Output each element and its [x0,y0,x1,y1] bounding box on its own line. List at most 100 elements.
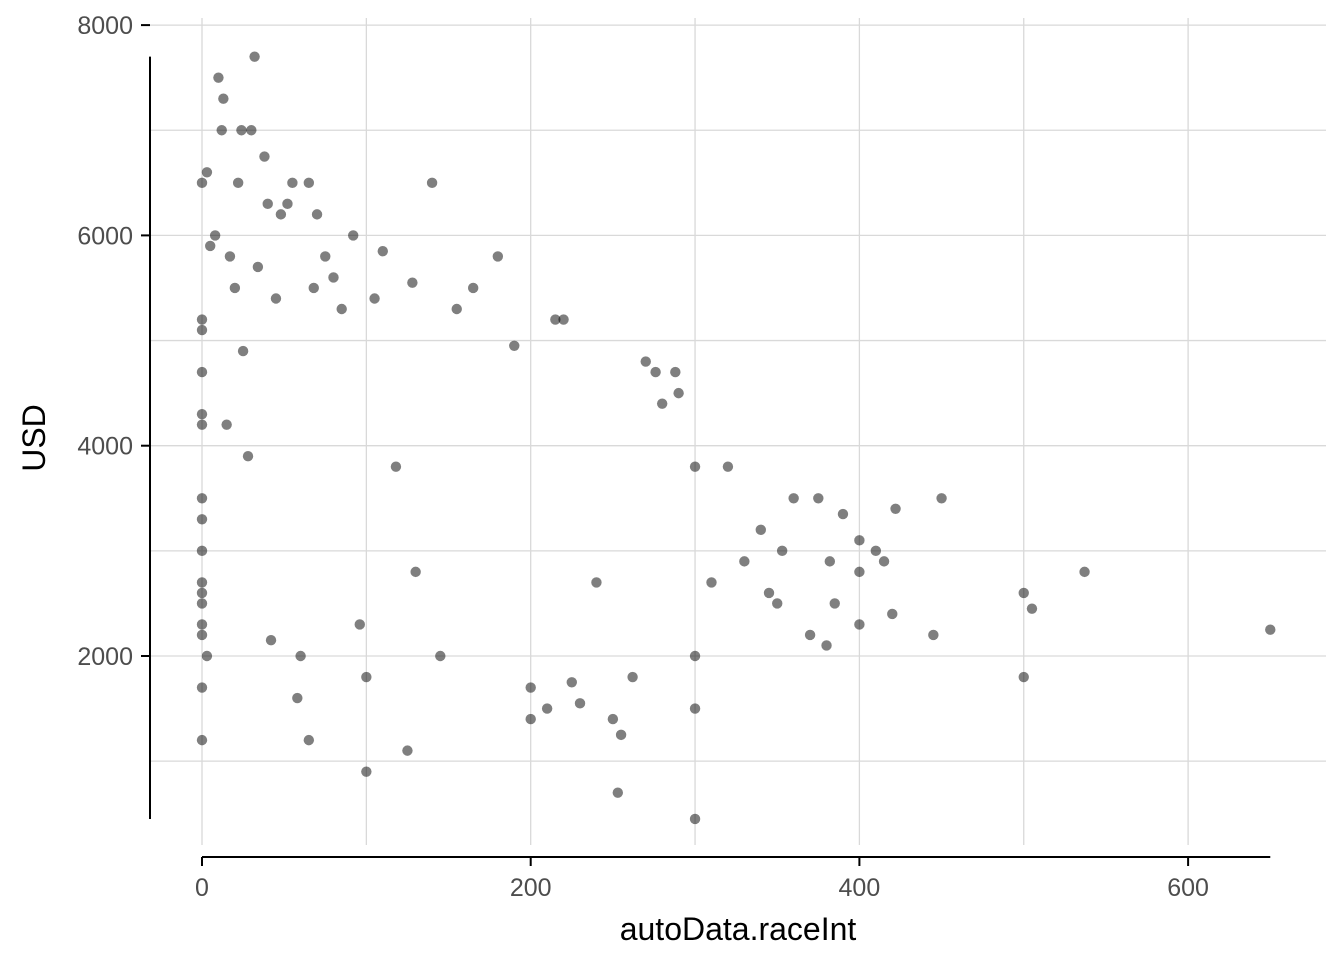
data-point [252,261,264,273]
data-point [201,650,213,662]
data-point [196,734,208,746]
data-point [640,356,651,367]
data-point [689,813,701,825]
data-point [1026,603,1038,614]
data-point [854,535,865,546]
data-point [763,587,775,599]
data-point [706,577,717,588]
data-point [878,556,890,567]
data-point [1018,587,1029,599]
data-point [402,745,413,756]
data-point [607,713,619,725]
data-point [246,125,257,136]
data-point [282,198,293,210]
data-point [1079,566,1090,578]
data-point [591,577,602,588]
data-point [259,151,270,162]
data-point [328,272,339,283]
data-point [196,314,208,325]
y-axis-title: USD [16,404,52,472]
data-point [295,650,306,662]
data-point [224,251,236,262]
data-point [236,125,247,136]
data-point [656,398,668,409]
data-point [292,692,303,704]
data-point [541,703,553,714]
data-point [196,598,208,609]
data-point [196,366,208,378]
data-point [854,619,865,630]
data-point [196,577,208,588]
data-point [303,177,315,189]
data-point [249,51,260,62]
data-point [262,198,273,210]
data-point [242,451,254,462]
data-point [824,556,836,567]
data-point [196,514,208,525]
data-point [196,619,208,630]
data-point [558,314,569,325]
data-point [216,125,227,136]
data-point [574,698,586,709]
data-point [237,345,249,357]
data-point [615,729,627,741]
data-point [196,545,208,557]
grid-layer [150,18,1326,845]
y-tick-label: 8000 [77,12,133,40]
data-point [829,598,840,609]
data-point [196,682,208,693]
data-point [196,324,208,336]
x-axis-title: autoData.raceInt [620,911,857,947]
data-point [870,545,882,557]
data-point [890,503,901,514]
data-point [837,508,849,520]
data-point [435,650,446,662]
data-point [209,230,221,241]
data-point [627,671,638,683]
points-layer [196,51,1276,825]
data-point [612,787,624,798]
data-point [722,461,734,472]
data-point [426,177,438,189]
data-point [336,303,347,315]
data-point [525,713,536,725]
data-point [196,587,208,599]
data-point [221,419,232,430]
data-point [550,314,561,325]
y-tick-label: 4000 [77,433,133,461]
data-point [689,461,701,472]
data-point [361,766,372,777]
data-point [320,251,331,262]
data-point [928,629,939,641]
data-point [887,608,898,620]
data-point [821,640,832,651]
data-point [308,282,319,294]
data-point [196,419,208,430]
data-point [936,493,947,504]
data-point [509,340,520,352]
data-point [369,293,380,304]
data-point [673,387,684,399]
data-point [303,734,315,746]
data-point [287,177,298,189]
data-point [196,629,208,641]
data-point [205,240,216,252]
data-point [467,282,479,294]
data-point [201,167,213,178]
x-tick-label: 400 [839,874,881,902]
data-point [265,635,277,646]
data-point [813,493,824,504]
data-point [361,671,372,683]
data-point [354,619,365,630]
data-point [854,566,865,578]
y-tick-label: 2000 [77,643,133,671]
data-point [270,293,282,304]
data-point [566,677,577,688]
data-point [739,556,750,567]
data-point [196,177,208,189]
axes-layer: 0 200 400 600 2000 4000 6000 8000 [77,12,1271,902]
data-point [650,366,661,378]
data-point [213,72,224,83]
data-point [196,493,208,504]
data-point [407,277,418,288]
